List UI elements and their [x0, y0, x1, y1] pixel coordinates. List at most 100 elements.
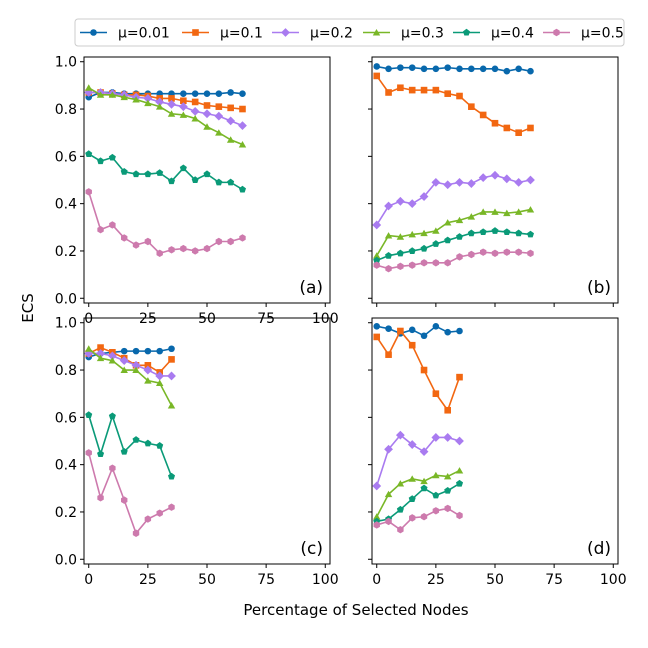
series-line: [376, 469, 460, 518]
series-6: [373, 248, 534, 273]
data-point: [419, 192, 429, 201]
data-point: [144, 377, 152, 384]
data-point: [408, 247, 416, 254]
legend-frame: [74, 18, 625, 47]
data-point: [503, 228, 511, 236]
data-point: [202, 109, 212, 119]
data-point: [385, 325, 392, 332]
x-tick-label: 50: [198, 572, 216, 588]
data-point: [239, 90, 246, 97]
data-point: [420, 512, 428, 521]
data-point: [97, 157, 105, 165]
data-point: [455, 177, 464, 187]
data-point: [515, 65, 522, 73]
series-1: [373, 63, 534, 75]
data-point: [467, 213, 476, 220]
data-point: [395, 196, 405, 206]
x-tick-label: 0: [84, 572, 93, 588]
data-point: [156, 347, 163, 355]
data-point: [385, 517, 392, 526]
data-point: [385, 251, 393, 259]
y-tick-label: 0.6: [55, 149, 77, 165]
data-point: [397, 84, 404, 92]
data-point: [396, 480, 405, 487]
data-point: [132, 436, 140, 443]
x-tick-label: 25: [139, 572, 157, 588]
data-point: [444, 64, 451, 71]
data-point: [419, 447, 429, 457]
series-5: [373, 227, 534, 264]
series-4: [85, 345, 176, 409]
data-point: [132, 170, 140, 178]
data-point: [156, 249, 163, 258]
data-point: [143, 93, 153, 103]
data-point: [373, 521, 380, 529]
data-point: [503, 67, 511, 75]
data-point: [155, 97, 165, 107]
data-point: [527, 124, 534, 132]
data-point: [108, 412, 116, 420]
data-point: [190, 107, 200, 116]
data-point: [203, 170, 211, 178]
data-point: [227, 104, 234, 112]
data-point: [109, 221, 116, 229]
data-point: [432, 259, 440, 267]
data-point: [468, 103, 475, 110]
data-point: [385, 89, 392, 96]
data-point: [227, 237, 234, 246]
y-tick-label: 0.8: [55, 102, 77, 118]
data-point: [503, 248, 511, 256]
data-point: [156, 169, 164, 176]
data-point: [372, 220, 382, 230]
data-point: [238, 141, 247, 148]
data-point: [432, 507, 440, 515]
legend-marker: [553, 28, 560, 37]
x-tick-label: 25: [139, 311, 157, 327]
data-point: [132, 529, 140, 537]
data-point: [432, 390, 440, 397]
series-1: [373, 322, 463, 340]
data-point: [490, 170, 500, 180]
data-point: [167, 371, 176, 381]
data-point: [456, 92, 463, 100]
data-point: [168, 472, 176, 480]
data-point: [168, 503, 175, 511]
data-point: [85, 150, 93, 157]
data-point: [373, 252, 381, 259]
series-5: [85, 411, 176, 480]
data-point: [85, 188, 92, 196]
panel-label: (c): [300, 539, 323, 559]
data-point: [526, 175, 535, 185]
series-line: [376, 75, 531, 134]
data-point: [456, 253, 463, 261]
data-point: [409, 514, 416, 522]
data-point: [456, 373, 463, 381]
data-point: [444, 328, 451, 336]
data-point: [96, 354, 105, 362]
data-point: [443, 433, 453, 442]
data-point: [420, 65, 428, 73]
legend-marker: [372, 29, 381, 36]
data-point: [191, 115, 199, 122]
data-point: [180, 90, 187, 97]
series-4: [373, 206, 535, 259]
data-point: [168, 345, 175, 353]
data-point: [215, 178, 223, 186]
data-point: [156, 442, 164, 449]
data-point: [397, 64, 404, 71]
series-6: [85, 449, 175, 537]
series-line: [87, 452, 172, 535]
data-point: [85, 449, 92, 457]
data-point: [514, 177, 524, 187]
data-point: [167, 402, 176, 409]
chart-panel: 0 25 50 75 100 0.0 0.2 0.4 0.6 0.8 1.0 (c): [55, 316, 339, 588]
y-tick-label: 0.8: [55, 363, 77, 379]
data-point: [203, 244, 211, 253]
series-2: [373, 327, 463, 414]
y-tick-label: 0.2: [55, 505, 77, 521]
data-point: [167, 99, 176, 109]
data-point: [479, 248, 487, 256]
data-point: [203, 90, 211, 97]
data-point: [373, 513, 381, 520]
data-point: [431, 177, 441, 187]
